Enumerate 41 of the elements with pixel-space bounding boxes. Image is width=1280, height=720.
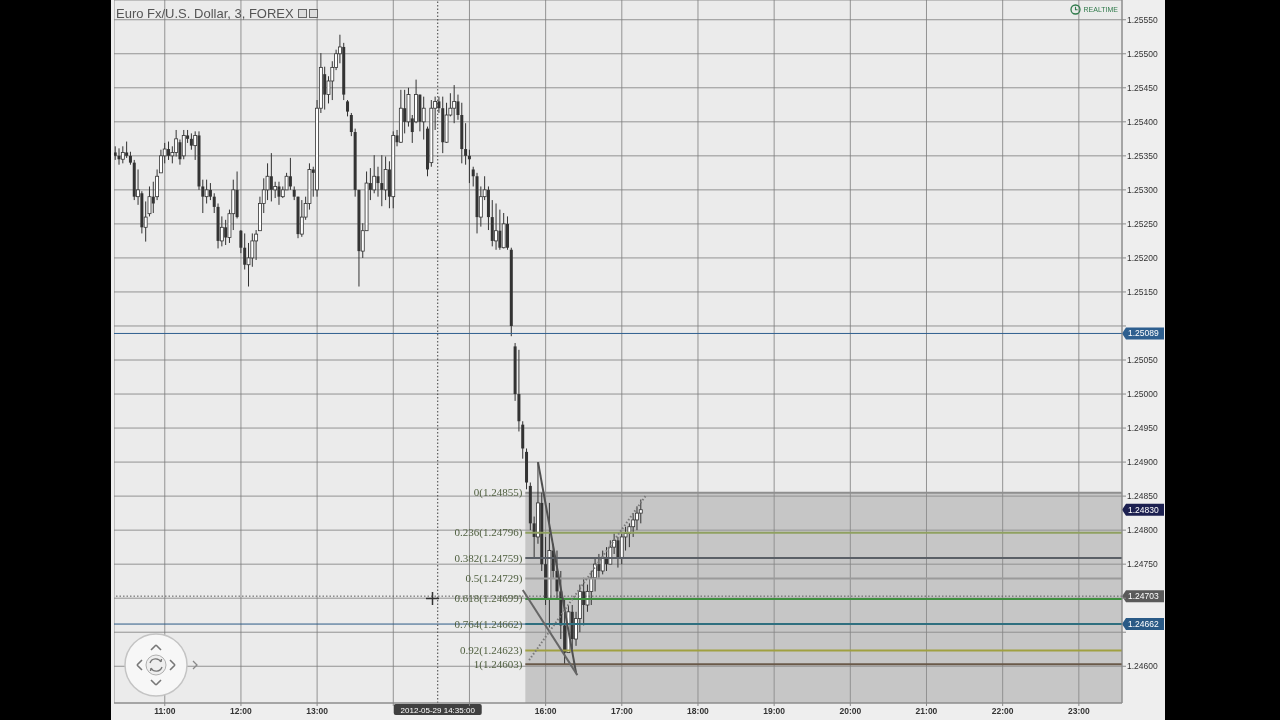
y-tick-label: 1.24900 xyxy=(1127,457,1158,468)
annotation: 0.236(1.24796) xyxy=(454,526,523,540)
x-tick-label: 21:00 xyxy=(915,706,938,717)
y-tick-label: 1.24950 xyxy=(1127,423,1158,434)
x-tick-label: 17:00 xyxy=(610,706,633,717)
x-tick-label: 23:00 xyxy=(1067,706,1090,717)
annotation: 1(1.24603) xyxy=(473,657,523,671)
ref-line-label: 1.25089 xyxy=(1128,328,1159,339)
text: Euro Fx/U.S. Dollar, 3, FOREX xyxy=(116,6,294,21)
y-tick-label: 1.25400 xyxy=(1127,116,1158,127)
y-tick-label: 1.24800 xyxy=(1127,525,1158,536)
x-tick-label: 22:00 xyxy=(991,706,1014,717)
y-tick-label: 1.25300 xyxy=(1127,184,1158,195)
annotation: 0.92(1.24623) xyxy=(460,644,523,658)
y-tick-label: 1.25550 xyxy=(1127,14,1158,25)
y-tick-label: 1.25500 xyxy=(1127,48,1158,59)
x-tick-label: 18:00 xyxy=(687,706,710,717)
ref-line-label: 1.24662 xyxy=(1128,619,1159,630)
y-tick-label: 1.24750 xyxy=(1127,559,1158,570)
annotation: 0(1.24855) xyxy=(473,486,523,500)
y-tick-label: 1.25350 xyxy=(1127,150,1158,161)
y-tick-label: 1.25050 xyxy=(1127,355,1158,366)
annotation: 0.5(1.24729) xyxy=(465,571,523,585)
y-tick-label: 1.24850 xyxy=(1127,491,1158,502)
y-tick-label: 1.25250 xyxy=(1127,218,1158,229)
x-tick-label: 12:00 xyxy=(230,706,253,717)
ref-line-label: 2012-05-29 14:35:00 xyxy=(400,705,476,715)
annotation: 0.382(1.24759) xyxy=(454,551,523,565)
y-tick-label: 1.24600 xyxy=(1127,661,1158,672)
text: 1.24830 xyxy=(1128,504,1159,515)
y-tick-label: 1.25450 xyxy=(1127,82,1158,93)
y-tick-label: 1.25150 xyxy=(1127,286,1158,297)
annotation: 0.618(1.24699) xyxy=(454,592,523,606)
x-tick-label: 19:00 xyxy=(763,706,786,717)
y-tick-label: 1.25200 xyxy=(1127,252,1158,263)
y-tick-label: 1.25000 xyxy=(1127,389,1158,400)
x-tick-label: 16:00 xyxy=(534,706,557,717)
ref-line-label: 1.24703 xyxy=(1128,591,1159,602)
x-tick-label: 13:00 xyxy=(306,706,329,717)
x-tick-label: 11:00 xyxy=(154,706,176,717)
x-tick-label: 20:00 xyxy=(839,706,862,717)
